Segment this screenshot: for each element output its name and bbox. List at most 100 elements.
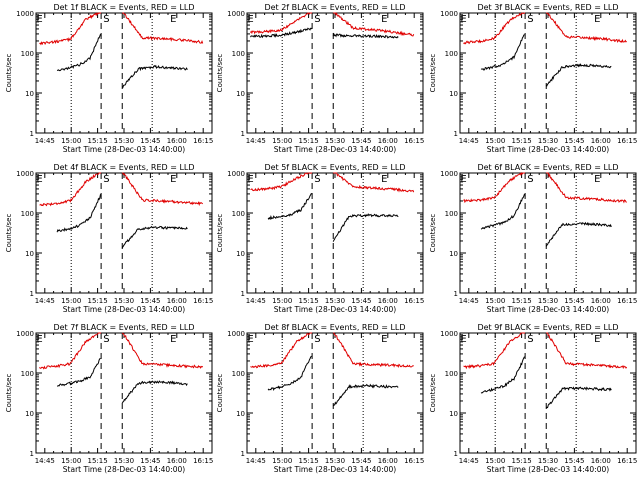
y-tick-label: 1000 xyxy=(16,330,34,338)
panel-7: Det 7f BLACK = Events, RED = LLD 1 10 100 10… xyxy=(5,323,213,474)
lld-series-line xyxy=(39,332,102,370)
panel-title: Det 3f BLACK = Events, RED = LLD xyxy=(477,3,618,12)
marker-label: E xyxy=(247,14,253,25)
x-tick-label: 15:00 xyxy=(61,137,81,145)
x-tick-label: 14:45 xyxy=(459,457,479,465)
panel-title: Det 4f BLACK = Events, RED = LLD xyxy=(53,163,194,172)
x-tick-label: 16:15 xyxy=(617,457,637,465)
x-axis-label: Start Time (28-Dec-03 14:40:00) xyxy=(487,145,609,154)
panel-title: Det 9f BLACK = Events, RED = LLD xyxy=(477,323,618,332)
x-axis-label: Start Time (28-Dec-03 14:40:00) xyxy=(63,305,185,314)
x-axis-label: Start Time (28-Dec-03 14:40:00) xyxy=(487,465,609,474)
lld-series-line xyxy=(250,332,313,369)
y-tick-label: 100 xyxy=(445,210,458,218)
events-series-line xyxy=(545,386,612,409)
y-tick-label: 1 xyxy=(454,450,458,458)
x-tick-label: 15:00 xyxy=(61,297,81,305)
lld-series-line xyxy=(546,332,628,370)
y-tick-label: 1000 xyxy=(440,330,458,338)
y-tick-label: 100 xyxy=(445,50,458,58)
marker-label: E xyxy=(460,174,466,185)
plot-frame xyxy=(35,332,213,454)
y-axis-label: Counts/sec xyxy=(5,214,13,253)
x-tick-label: 16:00 xyxy=(591,297,611,305)
x-tick-label: 15:45 xyxy=(140,297,160,305)
events-series-line xyxy=(480,356,525,394)
plot-frame xyxy=(459,172,637,294)
events-series-line xyxy=(332,383,399,407)
x-tick-label: 16:15 xyxy=(404,297,424,305)
panel-title: Det 6f BLACK = Events, RED = LLD xyxy=(477,163,618,172)
x-tick-label: 15:45 xyxy=(564,137,584,145)
x-tick-label: 15:15 xyxy=(88,297,108,305)
panel-9: Det 9f BLACK = Events, RED = LLD 1 10 100 10… xyxy=(429,323,637,474)
y-tick-label: 100 xyxy=(21,210,34,218)
x-tick-label: 15:30 xyxy=(114,457,134,465)
panel-title: Det 2f BLACK = Events, RED = LLD xyxy=(264,3,405,12)
y-tick-label: 10 xyxy=(236,410,245,418)
y-tick-label: 10 xyxy=(236,90,245,98)
lld-series-line xyxy=(333,12,415,37)
panel-title: Det 8f BLACK = Events, RED = LLD xyxy=(264,323,405,332)
lld-series-line xyxy=(546,12,627,44)
x-tick-label: 14:45 xyxy=(246,137,266,145)
events-series-line xyxy=(250,27,313,39)
x-tick-label: 15:45 xyxy=(140,457,160,465)
x-tick-label: 14:45 xyxy=(35,137,55,145)
marker-label: E xyxy=(247,174,253,185)
marker-label: E xyxy=(36,14,42,25)
y-axis-label: Counts/sec xyxy=(5,374,13,413)
y-tick-label: 1 xyxy=(30,450,34,458)
marker-label: E xyxy=(594,174,600,185)
x-tick-label: 14:45 xyxy=(459,137,479,145)
y-tick-label: 100 xyxy=(232,370,245,378)
lld-series-line xyxy=(333,332,414,368)
y-axis-label: Counts/sec xyxy=(216,374,224,413)
marker-label: E xyxy=(460,14,466,25)
plot-frame xyxy=(246,332,424,454)
lld-series-line xyxy=(121,332,204,369)
lld-series-line xyxy=(122,12,204,44)
marker-label: S xyxy=(103,14,109,25)
y-axis-label: Counts/sec xyxy=(429,54,437,93)
plot-frame xyxy=(459,332,637,454)
marker-label: E xyxy=(381,174,387,185)
x-tick-label: 16:00 xyxy=(378,297,398,305)
events-series-line xyxy=(56,358,101,387)
marker-label: E xyxy=(36,334,42,345)
events-series-line xyxy=(121,64,188,89)
y-tick-label: 1 xyxy=(454,130,458,138)
x-tick-label: 15:00 xyxy=(272,137,292,145)
x-tick-label: 15:45 xyxy=(564,457,584,465)
events-series-line xyxy=(267,192,312,221)
panel-title: Det 1f BLACK = Events, RED = LLD xyxy=(53,3,194,12)
y-tick-label: 1 xyxy=(241,290,245,298)
y-tick-label: 10 xyxy=(25,250,34,258)
y-minor-ticks xyxy=(460,14,636,122)
y-minor-ticks xyxy=(36,334,212,442)
x-tick-label: 14:45 xyxy=(459,297,479,305)
y-minor-ticks xyxy=(36,174,212,282)
events-series-line xyxy=(121,380,188,404)
y-tick-label: 100 xyxy=(232,50,245,58)
marker-label: E xyxy=(170,334,176,345)
y-axis-label: Counts/sec xyxy=(429,374,437,413)
y-minor-ticks xyxy=(247,174,423,282)
x-tick-label: 16:00 xyxy=(167,137,187,145)
marker-label: S xyxy=(527,174,533,185)
x-tick-label: 14:45 xyxy=(246,457,266,465)
x-tick-label: 15:00 xyxy=(485,457,505,465)
y-tick-label: 10 xyxy=(449,410,458,418)
marker-label: E xyxy=(247,334,253,345)
events-series-line xyxy=(56,33,101,72)
y-tick-label: 10 xyxy=(25,410,34,418)
x-tick-label: 15:15 xyxy=(299,137,319,145)
y-tick-label: 1000 xyxy=(16,170,34,178)
marker-label: S xyxy=(314,14,320,25)
y-tick-label: 10 xyxy=(236,250,245,258)
panel-4: Det 4f BLACK = Events, RED = LLD 1 10 100 10… xyxy=(5,163,213,314)
y-tick-label: 1000 xyxy=(227,170,245,178)
marker-label: E xyxy=(170,174,176,185)
x-tick-label: 15:45 xyxy=(564,297,584,305)
lld-series-line xyxy=(39,172,102,207)
